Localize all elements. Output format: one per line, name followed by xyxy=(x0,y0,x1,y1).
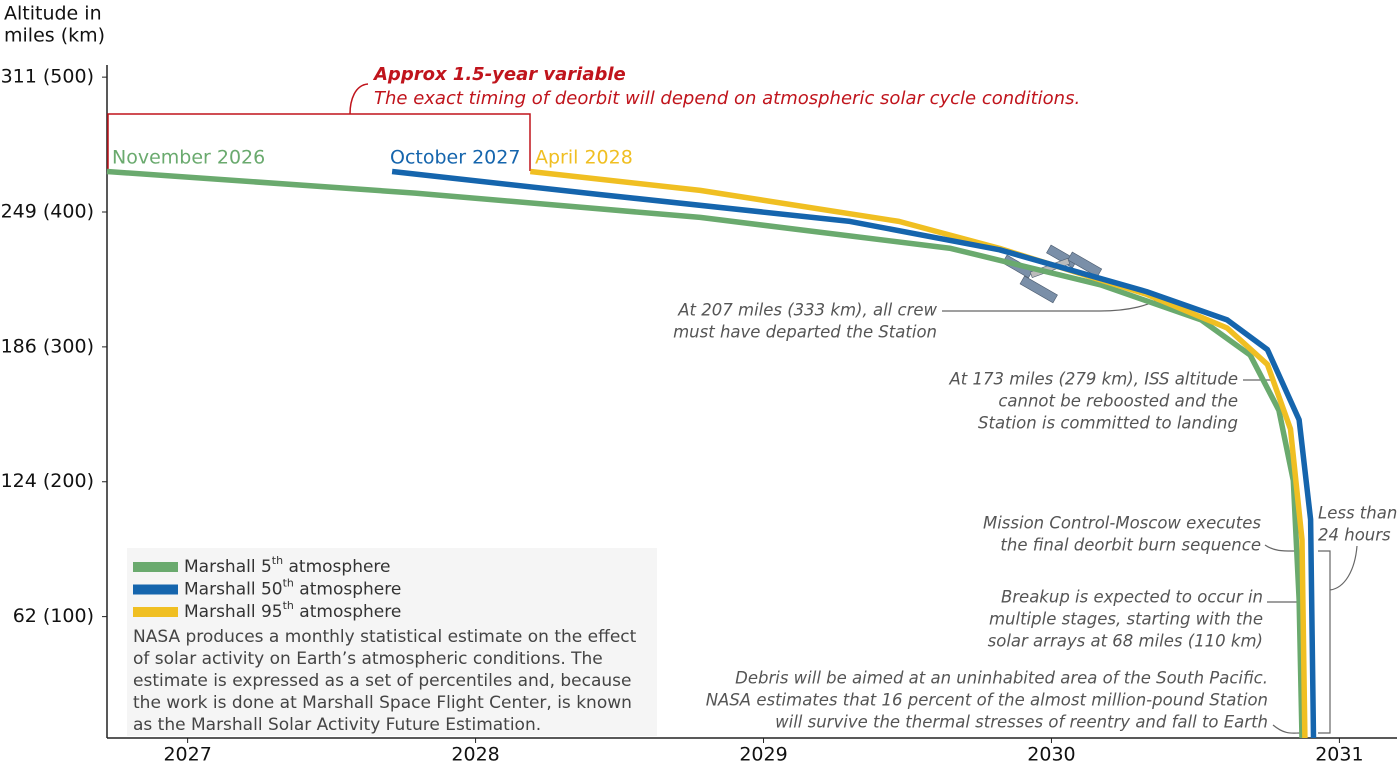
annotation: solar arrays at 68 miles (110 km) xyxy=(988,632,1263,651)
legend-label: Marshall 50th atmosphere xyxy=(184,577,401,600)
x-tick-label: 2027 xyxy=(163,744,211,766)
x-tick-label: 2028 xyxy=(451,744,499,766)
legend-label: Marshall 5th atmosphere xyxy=(184,554,391,577)
annotation: cannot be reboosted and the xyxy=(998,392,1238,411)
annotation: At 173 miles (279 km), ISS altitude xyxy=(949,370,1238,389)
y-axis-title: Altitude in xyxy=(4,3,102,25)
annotation: Breakup is expected to occur in xyxy=(1001,588,1263,607)
y-tick-label: 249 (400) xyxy=(1,201,94,223)
y-tick-label: 124 (200) xyxy=(1,470,94,492)
variable-text: The exact timing of deorbit will depend … xyxy=(374,88,1080,109)
series-line xyxy=(529,168,1308,739)
legend-note: as the Marshall Solar Activity Future Es… xyxy=(133,715,541,735)
annotation: Mission Control-Moscow executes xyxy=(983,514,1261,533)
legend-note: estimate is expressed as a set of percen… xyxy=(133,671,632,691)
legend-note: NASA produces a monthly statistical esti… xyxy=(133,627,637,647)
annotation: 24 hours xyxy=(1318,526,1391,545)
legend-box xyxy=(127,548,657,736)
iss-icon xyxy=(1002,244,1103,304)
legend-swatch xyxy=(133,584,178,595)
legend-note: the work is done at Marshall Space Fligh… xyxy=(133,693,632,713)
x-tick-label: 2029 xyxy=(739,744,787,766)
leader-line xyxy=(1272,724,1301,734)
variable-bracket xyxy=(107,83,531,171)
annotation: multiple stages, starting with the xyxy=(989,610,1263,629)
series-start-label: April 2028 xyxy=(535,147,633,169)
series-line xyxy=(391,168,1317,739)
annotation: must have departed the Station xyxy=(673,323,937,342)
variable-title: Approx 1.5-year variable xyxy=(372,64,626,85)
legend-label: Marshall 95th atmosphere xyxy=(184,599,401,622)
series-start-label: October 2027 xyxy=(390,147,520,169)
annotation: will survive the thermal stresses of ree… xyxy=(775,713,1268,732)
y-tick-label: 186 (300) xyxy=(1,335,94,357)
annotation: the final deorbit burn sequence xyxy=(1000,536,1261,555)
y-axis-title: miles (km) xyxy=(4,25,105,47)
annotation: At 207 miles (333 km), all crew xyxy=(677,301,937,320)
legend-note: of solar activity on Earth’s atmospheric… xyxy=(133,649,603,669)
y-tick-label: 62 (100) xyxy=(13,605,94,627)
x-tick-label: 2031 xyxy=(1315,744,1363,766)
time-bracket xyxy=(1318,545,1358,734)
annotation: NASA estimates that 16 percent of the al… xyxy=(706,691,1268,710)
series-start-label: November 2026 xyxy=(112,147,265,169)
legend-swatch xyxy=(133,562,178,572)
annotation: Debris will be aimed at an uninhabited a… xyxy=(735,669,1268,688)
x-tick-label: 2030 xyxy=(1027,744,1075,766)
legend-swatch xyxy=(133,607,178,617)
annotation: Station is committed to landing xyxy=(978,414,1238,433)
y-tick-label: 311 (500) xyxy=(1,66,94,88)
annotation: Less than xyxy=(1318,504,1397,523)
